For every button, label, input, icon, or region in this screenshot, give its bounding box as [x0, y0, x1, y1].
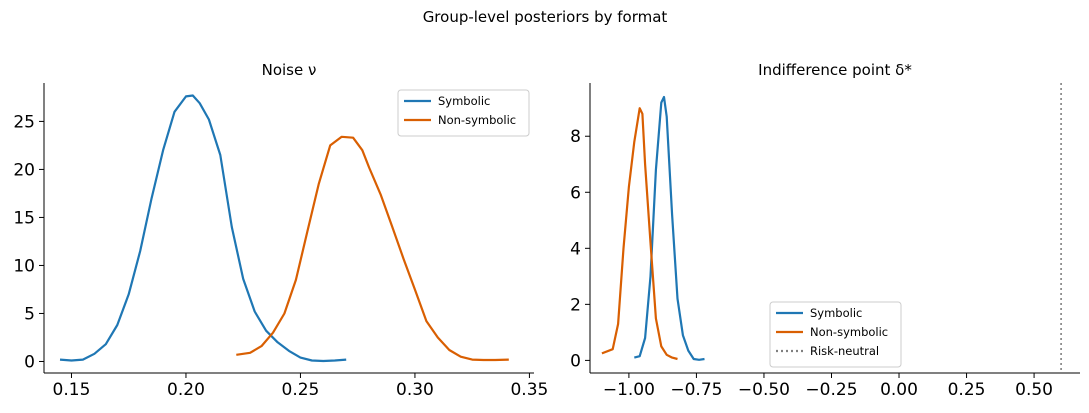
noise-series-symbolic-line: [59, 94, 347, 363]
noise-plot-area: [59, 94, 509, 363]
indifference-legend: Symbolic Non-symbolic Risk-neutral: [769, 301, 902, 368]
indifference-series-nonsymbolic-line: [601, 107, 678, 361]
noise-ytick-label: 5: [24, 304, 35, 324]
noise-ytick-label: 20: [13, 160, 35, 180]
indifference-panel: Indifference point δ* −1.00 −0.75 −0.50 −0.…: [570, 61, 1080, 400]
noise-xtick-label: 0.25: [282, 380, 320, 400]
noise-xtick-label: 0.30: [396, 380, 434, 400]
indifference-ytick-label: 2: [570, 295, 581, 315]
indifference-legend-symbolic-label: Symbolic: [810, 306, 862, 320]
noise-panel-title: Noise ν: [262, 61, 317, 79]
noise-legend-symbolic-label: Symbolic: [438, 94, 490, 108]
indifference-ytick-label: 4: [570, 239, 581, 259]
indifference-xtick-label: −1.00: [603, 380, 655, 400]
indifference-xtick-label: 0.50: [1015, 380, 1053, 400]
indifference-xtick-label: 0.00: [880, 380, 918, 400]
indifference-xtick-label: −0.75: [670, 380, 722, 400]
noise-legend-nonsymbolic-label: Non-symbolic: [438, 113, 516, 127]
noise-ytick-label: 15: [13, 208, 35, 228]
noise-series-nonsymbolic-line: [236, 135, 509, 362]
noise-xtick-label: 0.20: [167, 380, 205, 400]
indifference-ytick-label: 6: [570, 183, 581, 203]
indifference-ytick-label: 0: [570, 351, 581, 371]
noise-ytick-label: 10: [13, 256, 35, 276]
indifference-xtick-label: −0.25: [805, 380, 857, 400]
indifference-plot-area: [601, 83, 1062, 373]
noise-axes: 0.15 0.20 0.25 0.30 0.35 0 5 10 15 20 25: [13, 83, 548, 400]
indifference-xtick-label: 0.25: [948, 380, 986, 400]
indifference-ytick-label: 8: [570, 127, 581, 147]
noise-ytick-label: 25: [13, 112, 35, 132]
indifference-legend-risk-neutral-label: Risk-neutral: [810, 344, 879, 358]
noise-panel: Noise ν 0.15 0.20 0.25 0.30 0.35 0 5 10 15 20 25 S…: [13, 61, 548, 400]
noise-legend: Symbolic Non-symbolic: [397, 89, 530, 137]
figure-suptitle: Group-level posteriors by format: [423, 8, 668, 26]
noise-xtick-label: 0.35: [510, 380, 548, 400]
noise-xtick-label: 0.15: [53, 380, 91, 400]
indifference-series-symbolic-line: [634, 95, 705, 361]
indifference-legend-nonsymbolic-label: Non-symbolic: [810, 325, 888, 339]
indifference-axes: −1.00 −0.75 −0.50 −0.25 0.00 0.25 0.50 0 2 4 6 8: [570, 83, 1080, 400]
noise-ytick-label: 0: [24, 352, 35, 372]
indifference-xtick-label: −0.50: [738, 380, 790, 400]
indifference-panel-title: Indifference point δ*: [758, 61, 912, 79]
